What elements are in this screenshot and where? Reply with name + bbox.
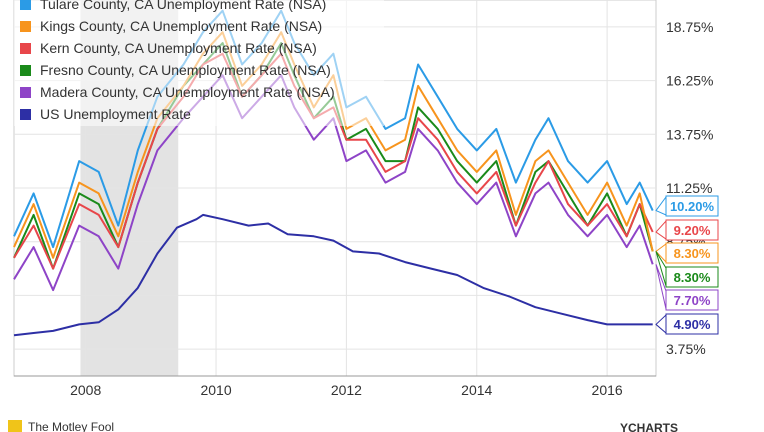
y-tick-label: 3.75%	[666, 341, 706, 357]
x-tick-label: 2014	[461, 382, 492, 398]
legend-entry: Tulare County, CA Unemployment Rate (NSA…	[40, 0, 326, 12]
y-tick-label: 11.25%	[666, 180, 712, 196]
legend-swatch	[20, 21, 31, 32]
end-label: 9.20%	[674, 223, 711, 238]
end-label: 4.90%	[674, 317, 711, 332]
x-tick-label: 2012	[331, 382, 362, 398]
y-tick-label: 16.25%	[666, 73, 713, 89]
ycharts-brand: YCHARTS	[620, 421, 678, 432]
end-label-box	[665, 313, 719, 335]
legend: Tulare County, CA Unemployment Rate (NSA…	[14, 0, 384, 126]
end-label-box	[665, 266, 719, 288]
legend-swatch	[20, 109, 31, 120]
x-tick-label: 2016	[592, 382, 623, 398]
end-label: 7.70%	[674, 293, 711, 308]
x-tick-label: 2008	[70, 382, 101, 398]
series-line-kings-county-ca-unemployment-rate-nsa-	[13, 31, 654, 259]
y-tick-label: 18.75%	[666, 19, 713, 35]
end-label-box	[665, 289, 719, 311]
series-line-madera-county-ca-unemployment-rate-nsa-	[13, 74, 654, 292]
legend-swatch	[20, 87, 31, 98]
footer: The Motley Fool YCHARTS	[8, 420, 678, 432]
legend-entry: Kings County, CA Unemployment Rate (NSA)	[40, 18, 322, 34]
end-label: 8.30%	[674, 270, 711, 285]
legend-swatch	[20, 43, 31, 54]
end-labels: 10.20% 8.30% 9.20% 8.30% 7.70% 4.90%	[655, 195, 719, 335]
legend-entry: Fresno County, CA Unemployment Rate (NSA…	[40, 62, 331, 78]
legend-swatch	[20, 65, 31, 76]
end-label-box	[665, 195, 719, 217]
series-line-us-unemployment-rate	[13, 213, 653, 337]
legend-background	[14, 0, 384, 126]
series-line-kern-county-ca-unemployment-rate-nsa-	[13, 52, 654, 270]
end-label-pointer	[655, 219, 667, 240]
axes: 200820102012201420163.75%6.25%8.75%11.25…	[14, 19, 713, 398]
legend-entry: US Unemployment Rate	[40, 106, 191, 122]
legend-swatch	[20, 0, 31, 10]
end-label-box	[665, 242, 719, 264]
y-tick-label: 13.75%	[666, 126, 713, 142]
legend-entry: Kern County, CA Unemployment Rate (NSA)	[40, 40, 317, 56]
motley-fool-logo-icon	[8, 420, 22, 432]
legend-entry: Madera County, CA Unemployment Rate (NSA…	[40, 84, 335, 100]
end-label-pointer	[655, 313, 667, 335]
end-label: 10.20%	[670, 199, 715, 214]
end-label: 8.30%	[674, 246, 711, 261]
motley-fool-text: The Motley Fool	[28, 420, 114, 432]
end-label-box	[665, 219, 719, 241]
x-tick-label: 2010	[200, 382, 231, 398]
end-label-pointer	[655, 195, 667, 216]
